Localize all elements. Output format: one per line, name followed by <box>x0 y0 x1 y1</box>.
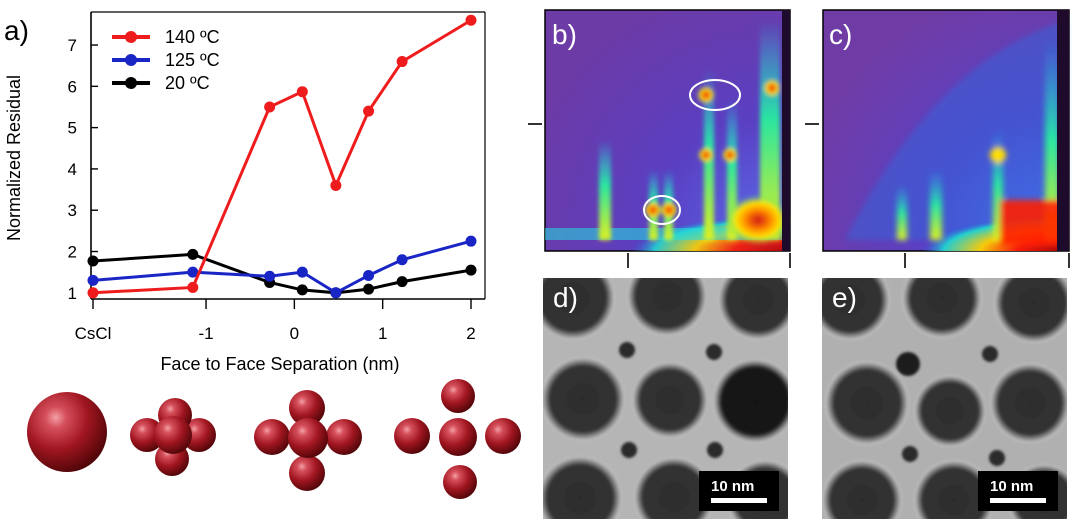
scale-bar-line <box>711 498 767 503</box>
particle-renderings <box>27 379 521 499</box>
scale-bar-line <box>990 498 1046 503</box>
legend-label-125: 125 ºC <box>165 50 220 70</box>
data-point <box>363 269 375 281</box>
data-point <box>264 101 276 113</box>
data-point <box>87 287 99 299</box>
y-tick-label: 2 <box>68 243 77 262</box>
data-point <box>187 266 199 278</box>
panel-label-e: e) <box>832 282 857 313</box>
data-point <box>396 276 408 288</box>
panel-e-tem: 10 nm e) <box>822 278 1067 519</box>
data-point <box>187 281 199 293</box>
legend-marker-140 <box>125 31 137 43</box>
y-tick-label: 1 <box>68 284 77 303</box>
data-point <box>296 86 308 98</box>
legend-marker-20 <box>125 77 137 89</box>
expanded-cluster-icon <box>394 379 521 499</box>
y-axis-title: Normalized Residual <box>4 75 24 241</box>
data-point <box>330 179 342 191</box>
series-line <box>92 239 472 295</box>
panel-c-scattering: c) <box>805 0 1078 270</box>
y-tick-label: 4 <box>68 160 77 179</box>
data-point <box>363 105 375 117</box>
x-tick-label: 0 <box>290 324 299 343</box>
data-point <box>465 264 477 276</box>
x-tick-label: -1 <box>198 324 213 343</box>
scale-bar-label: 10 nm <box>711 478 755 495</box>
compact-cluster-icon <box>130 398 216 476</box>
data-point <box>296 266 308 278</box>
legend-label-140: 140 ºC <box>165 27 220 47</box>
scale-bar-label: 10 nm <box>990 478 1034 495</box>
y-tick-label: 6 <box>68 77 77 96</box>
series-line <box>92 18 472 295</box>
highlight-ellipse <box>643 195 681 225</box>
data-point <box>296 284 308 296</box>
y-tick-label: 5 <box>68 119 77 138</box>
data-point <box>465 235 477 247</box>
x-tick-label: 1 <box>378 324 387 343</box>
y-tick-label: 7 <box>68 36 77 55</box>
x-tick-label: 2 <box>466 324 475 343</box>
data-point <box>396 254 408 266</box>
legend-label-20: 20 ºC <box>165 73 210 93</box>
x-tick-label: CsCl <box>75 324 112 343</box>
data-point <box>396 56 408 68</box>
data-point <box>363 283 375 295</box>
residual-chart: a) 1 2 3 4 5 6 7 CsCl -1 0 1 2 Normalized Residual… <box>4 11 486 374</box>
scale-bar-box: 10 nm <box>699 471 779 511</box>
panel-label-c: c) <box>829 19 852 50</box>
single-sphere-icon <box>27 392 107 472</box>
scale-bar-box: 10 nm <box>978 471 1058 511</box>
legend: 140 ºC 125 ºC 20 ºC <box>112 27 220 93</box>
y-tick-label: 3 <box>68 201 77 220</box>
panel-b-scattering: b) <box>528 0 798 270</box>
medium-cluster-icon <box>254 390 362 491</box>
data-point <box>87 274 99 286</box>
panel-label-b: b) <box>552 19 577 50</box>
data-point <box>87 255 99 267</box>
highlight-ellipse <box>689 79 741 111</box>
data-point <box>187 248 199 260</box>
data-point <box>264 270 276 282</box>
panel-label-a: a) <box>4 15 29 46</box>
panel-label-d: d) <box>553 282 578 313</box>
data-point <box>330 287 342 299</box>
panel-d-tem: 10 nm d) <box>543 278 788 519</box>
x-axis-title: Face to Face Separation (nm) <box>160 354 399 374</box>
legend-marker-125 <box>125 54 137 66</box>
data-point <box>465 14 477 26</box>
